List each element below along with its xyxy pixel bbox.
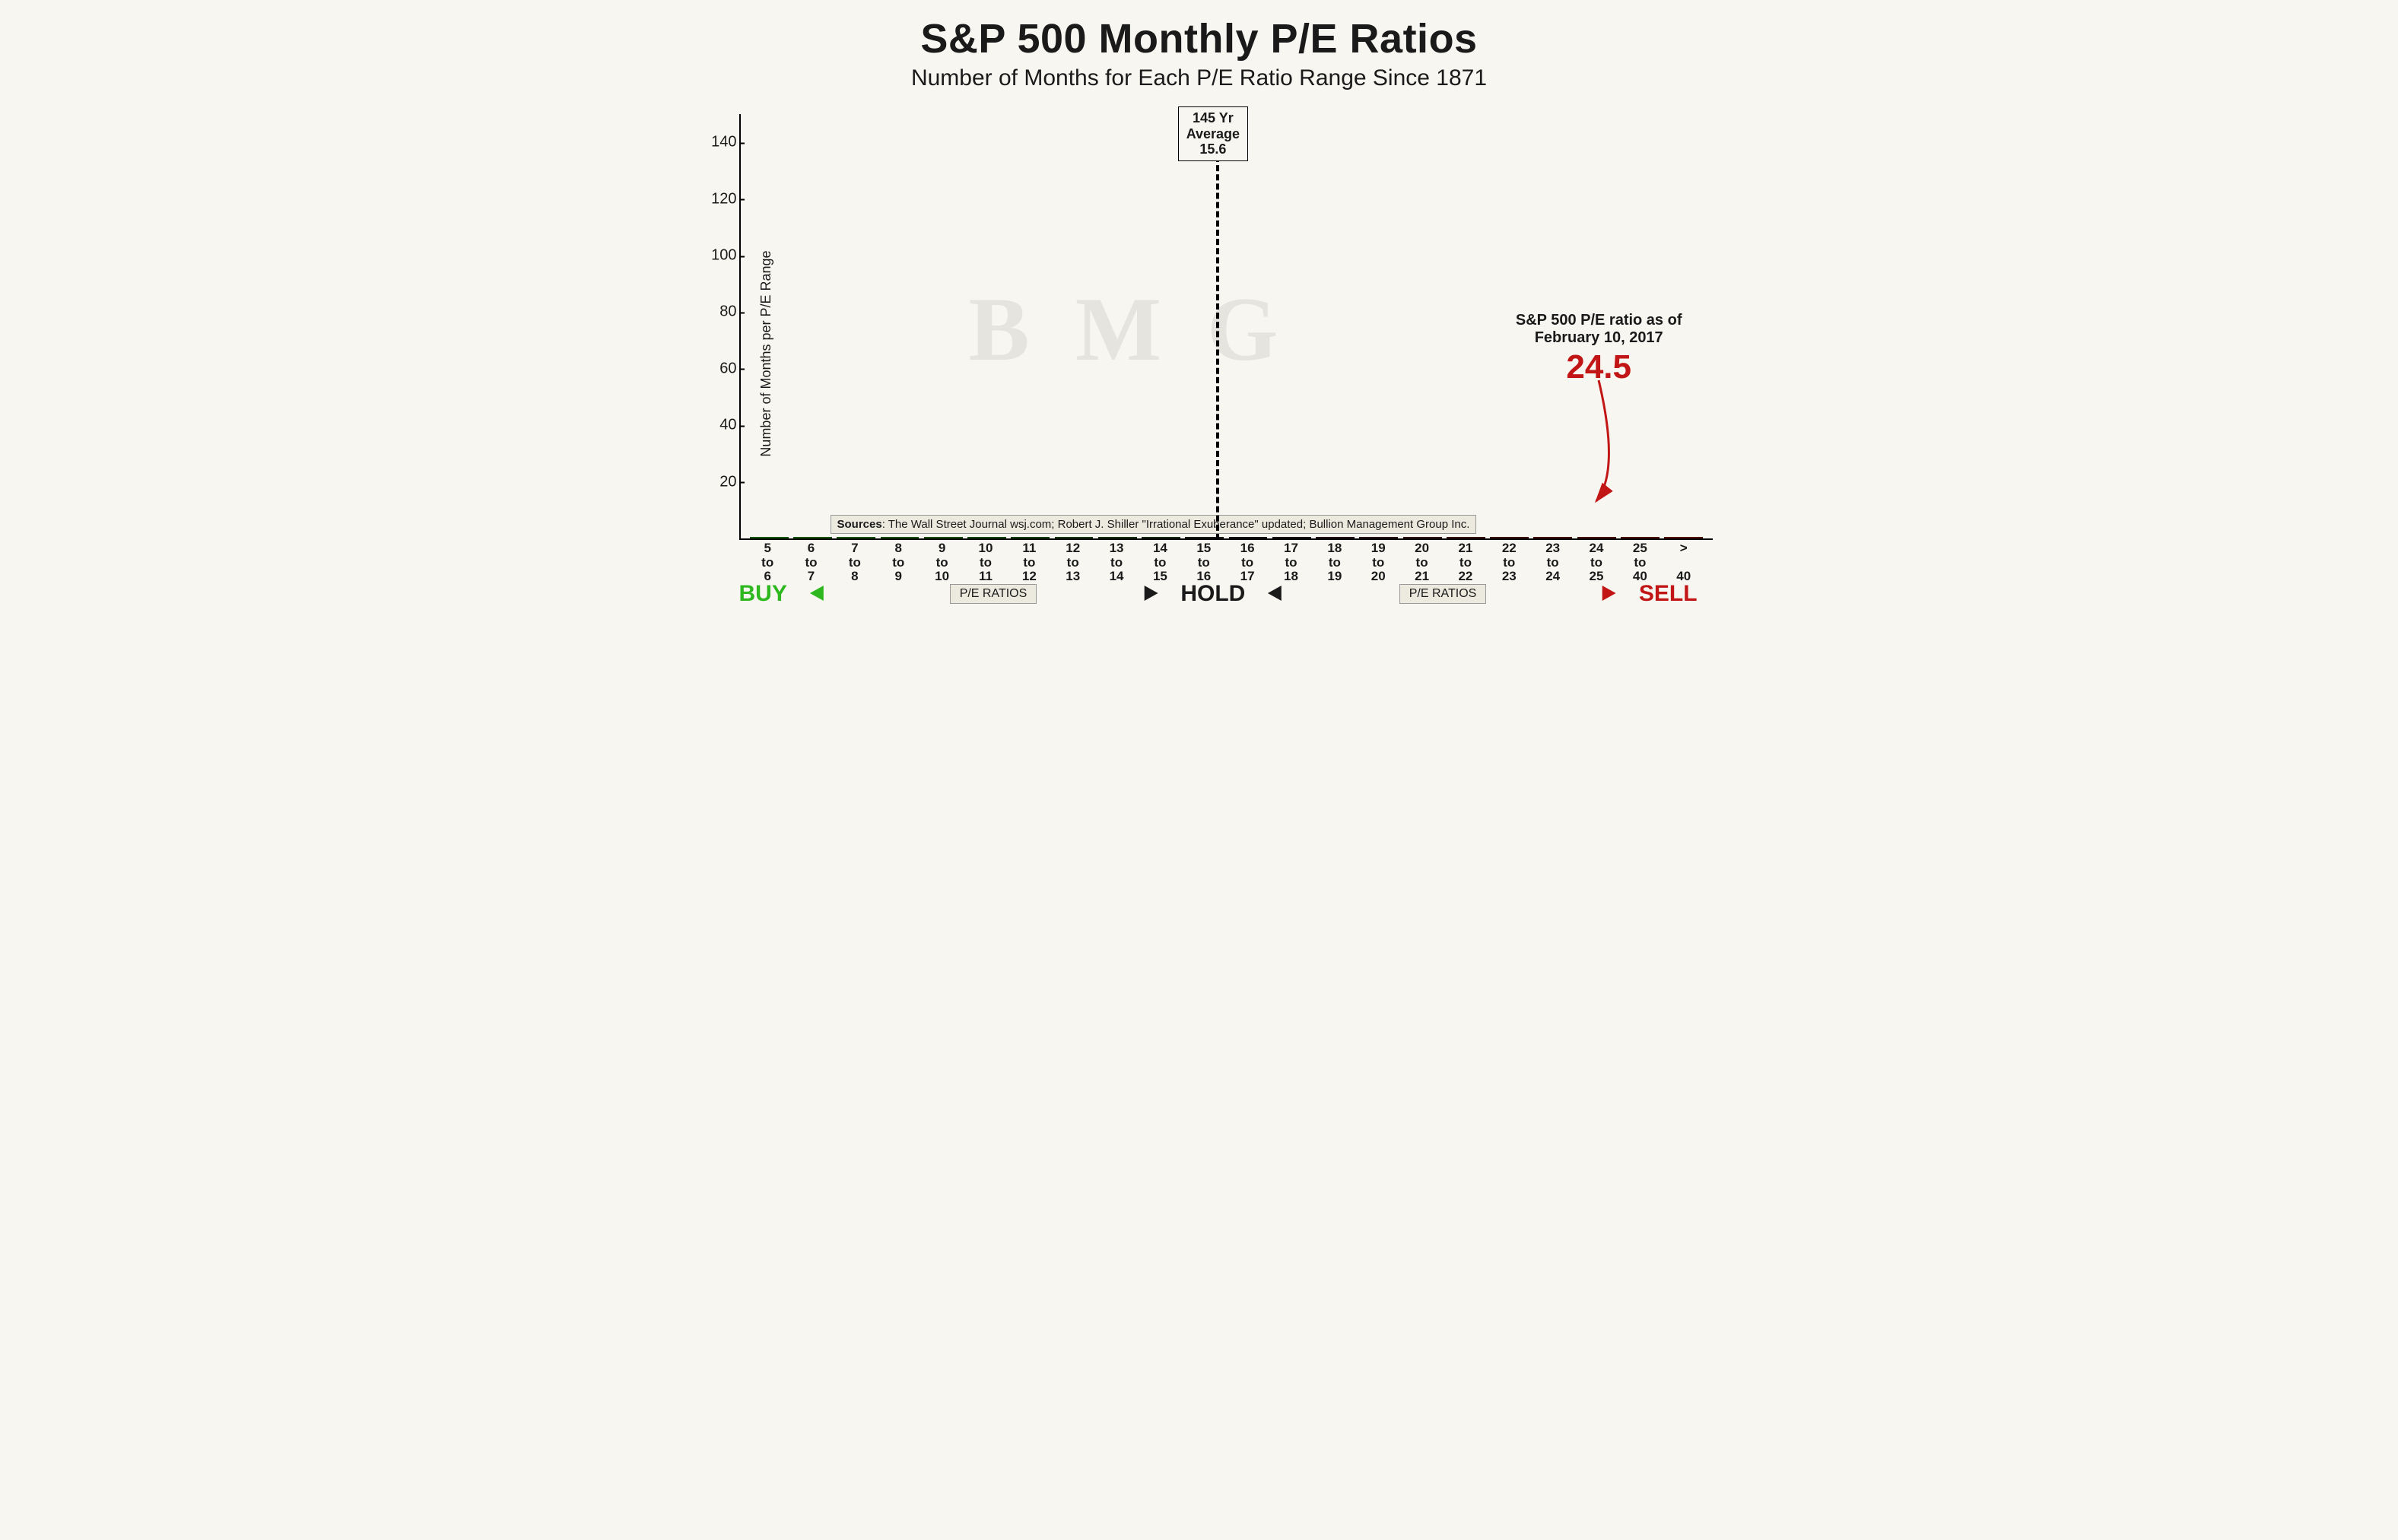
chart-title: S&P 500 Monthly P/E Ratios (671, 15, 1728, 62)
callout-arrow-icon (671, 106, 1728, 601)
chart-subtitle: Number of Months for Each P/E Ratio Rang… (671, 65, 1728, 91)
chart-area: BMG Number of Months per P/E Range 145 Y… (671, 106, 1728, 601)
chart-container: S&P 500 Monthly P/E Ratios Number of Mon… (640, 0, 1758, 719)
